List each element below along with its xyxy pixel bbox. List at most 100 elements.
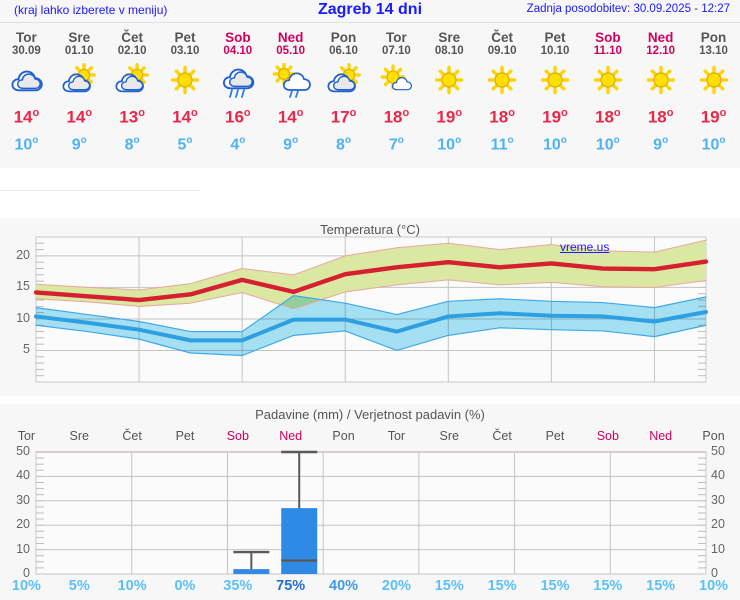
day-date: 07.10: [382, 45, 411, 57]
precipitation-probability: 15%: [593, 578, 623, 594]
precipitation-y-tick-right: 40: [711, 468, 725, 483]
precipitation-day-label: Pet: [175, 429, 195, 443]
day-column[interactable]: Pon 06.10 17o 8o: [317, 23, 370, 168]
day-name: Sre: [438, 30, 461, 45]
day-min-temp: 9o: [653, 134, 669, 153]
day-max-temp: 19o: [436, 107, 463, 127]
cloudy-icon: [0, 61, 53, 101]
day-column[interactable]: Čet 02.10 13o 8o: [106, 23, 159, 168]
precipitation-probability: 15%: [646, 578, 676, 594]
precipitation-y-tick-left: 30: [16, 492, 30, 507]
day-date: 11.10: [593, 45, 622, 57]
partly-sunny-icon: [106, 61, 159, 101]
day-date: 30.09: [12, 45, 41, 57]
day-max-temp: 14o: [172, 107, 198, 127]
sunny-icon: [581, 61, 634, 101]
day-column[interactable]: Čet 09.10 18o 11o: [476, 23, 529, 168]
day-name: Tor: [386, 30, 407, 45]
day-column[interactable]: Sob 04.10 16o 4o: [211, 23, 264, 168]
precipitation-y-tick-right: 10: [711, 541, 725, 556]
day-min-temp: 10o: [14, 134, 39, 153]
precipitation-day-label: Sob: [226, 429, 249, 443]
watermark-link[interactable]: vreme.us: [560, 240, 610, 254]
precipitation-day-label: Pet: [545, 429, 565, 443]
day-max-temp: 16o: [224, 107, 251, 127]
day-date: 10.10: [540, 45, 570, 57]
sun-small-cloud-icon: [370, 61, 423, 101]
day-name: Pet: [544, 30, 566, 45]
day-min-temp: 11o: [490, 134, 514, 153]
day-max-temp: 18o: [489, 107, 515, 127]
precipitation-chart-title: Padavine (mm) / Verjetnost padavin (%): [0, 407, 740, 422]
sunny-icon: [423, 61, 476, 101]
day-column[interactable]: Sre 01.10 14o 9o: [53, 23, 106, 168]
day-column[interactable]: Ned 05.10 14o 9o: [264, 23, 317, 168]
precipitation-day-label: Ned: [279, 429, 303, 443]
precipitation-day-label: Tor: [17, 429, 36, 443]
day-date: 05.10: [276, 45, 306, 57]
day-max-temp: 14o: [13, 107, 40, 127]
precipitation-day-label: Čet: [122, 429, 142, 443]
precipitation-y-tick-right: 50: [711, 444, 725, 458]
day-column[interactable]: Pet 10.10 19o 10o: [529, 23, 582, 168]
precipitation-y-tick-left: 40: [16, 468, 30, 483]
day-column[interactable]: Tor 30.09 14o 10o: [0, 23, 53, 168]
sunny-icon: [529, 61, 582, 101]
precipitation-probability: 0%: [174, 578, 196, 594]
section-gap-2: [0, 396, 740, 404]
precipitation-probability: 10%: [11, 578, 41, 594]
precipitation-probability: 35%: [223, 578, 253, 594]
precipitation-probability: 10%: [117, 578, 147, 594]
temperature-y-tick: 5: [23, 342, 30, 357]
day-min-temp: 10o: [437, 134, 462, 153]
day-max-temp: 19o: [542, 107, 568, 127]
precipitation-probability: 10%: [699, 578, 729, 594]
day-name: Sob: [595, 30, 621, 45]
day-date: 06.10: [329, 45, 358, 57]
precipitation-day-label: Pon: [332, 429, 355, 443]
precipitation-day-label: Čet: [492, 429, 512, 443]
precipitation-probability: 15%: [540, 578, 570, 594]
precipitation-day-label: Sob: [596, 429, 619, 443]
day-name: Sob: [225, 30, 251, 45]
day-max-temp: 19o: [700, 107, 727, 127]
day-max-temp: 17o: [330, 107, 357, 127]
day-date: 03.10: [170, 45, 200, 57]
temperature-y-tick: 15: [16, 279, 30, 294]
precipitation-y-tick-left: 20: [16, 517, 30, 532]
day-column[interactable]: Tor 07.10 18o 7o: [370, 23, 423, 168]
daily-forecast-strip: Tor 30.09 14o 10o Sre 01.10 14o 9o Čet 02.10 13…: [0, 23, 740, 168]
precipitation-chart-title-text: Padavine (mm) / Verjetnost padavin (%): [255, 407, 485, 422]
rain-icon: [211, 61, 264, 101]
day-min-temp: 9o: [71, 134, 87, 153]
day-max-temp: 13o: [119, 107, 145, 127]
precipitation-y-tick-right: 20: [711, 517, 725, 532]
top-header-bar: (kraj lahko izberete v meniju) Zagreb 14…: [0, 0, 740, 22]
precipitation-day-label: Sre: [439, 429, 459, 443]
day-date: 02.10: [117, 45, 147, 57]
day-column[interactable]: Sre 08.10 19o 10o: [423, 23, 476, 168]
precipitation-probability: 5%: [68, 578, 90, 594]
gap-divider: [0, 190, 200, 191]
day-name: Čet: [121, 30, 143, 45]
day-name: Pet: [174, 30, 196, 45]
day-min-temp: 10o: [595, 134, 620, 153]
precipitation-probability: 40%: [329, 578, 359, 594]
precipitation-probability: 15%: [487, 578, 517, 594]
last-update-text: Zadnja posodobitev: 30.09.2025 - 12:27: [526, 3, 730, 15]
day-column[interactable]: Sob 11.10 18o 10o: [581, 23, 634, 168]
day-column[interactable]: Ned 12.10 18o 9o: [634, 23, 687, 168]
day-min-temp: 8o: [336, 134, 352, 153]
precipitation-probability: 75%: [276, 578, 306, 594]
day-column[interactable]: Pon 13.10 19o 10o: [687, 23, 740, 168]
day-name: Pon: [700, 30, 727, 45]
day-name: Tor: [16, 30, 37, 45]
day-max-temp: 14o: [66, 107, 93, 127]
precipitation-day-label: Sre: [69, 429, 89, 443]
day-column[interactable]: Pet 03.10 14o 5o: [159, 23, 212, 168]
precipitation-day-label: Ned: [649, 429, 673, 443]
precipitation-probability: 15%: [434, 578, 464, 594]
header-divider: [0, 22, 740, 23]
day-min-temp: 10o: [543, 134, 567, 153]
